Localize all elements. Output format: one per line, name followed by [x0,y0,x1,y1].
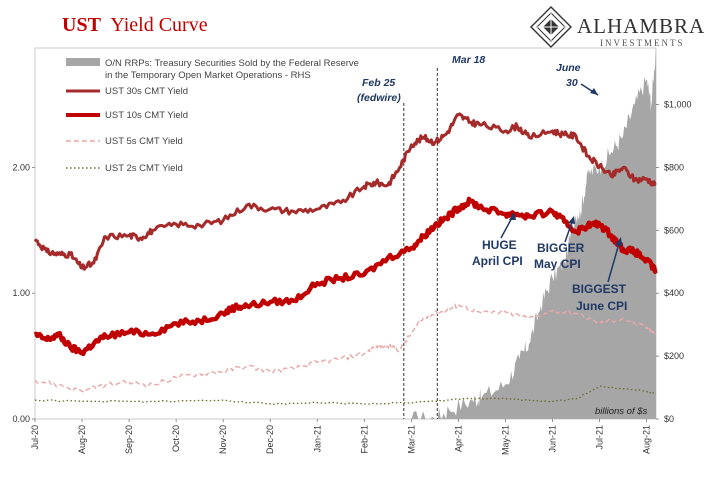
x-tick-label: Aug-20 [77,425,87,454]
legend: O/N RRPs: Treasury Securities Sold by th… [66,58,359,174]
annotation-biggest-line2: June CPI [576,299,627,313]
x-tick-label: Apr-21 [453,425,463,452]
arrow-head-may-cpi [568,216,575,224]
x-tick-label: Feb-21 [359,425,369,454]
right-tick-label: $1,000 [664,100,692,110]
right-tick-label: $200 [664,351,684,361]
x-tick-label: Nov-20 [218,425,228,454]
arrow-june-cpi [607,239,621,283]
arrow-head-june-cpi [615,237,622,246]
annotations: Feb 25 (fedwire) Mar 18 June 30 HUGE Apr… [357,54,648,417]
right-tick-label: $0 [664,414,674,424]
series-ust5-line [34,303,657,393]
x-tick-label: Oct-20 [171,425,181,452]
annotation-feb25: Feb 25 [362,77,395,89]
rrp-area-layer [411,48,656,419]
legend-label-ust5: UST 5s CMT Yield [105,136,183,147]
series-layer [33,112,658,405]
x-tick-label: Mar-21 [406,425,416,454]
arrow-head-june30 [590,88,598,95]
annotation-june30-line1: June [556,62,581,74]
legend-label-rrp-line2: in the Temporary Open Market Operations … [105,70,311,81]
right-tick-label: $600 [664,225,684,235]
series-ust30-line [33,112,657,271]
series-rrp-area [411,48,656,419]
right-tick-label: $800 [664,162,684,172]
legend-swatch-rrp [66,58,100,66]
x-tick-label: Dec-20 [265,425,275,454]
left-tick-label: 1.00 [12,288,30,298]
annotation-june30-line2: 30 [566,77,578,89]
x-tick-label: Sep-20 [124,425,134,454]
left-axis: 0.00 1.00 2.00 [12,162,35,424]
annotation-mar18: Mar 18 [452,54,485,66]
logo-subtitle: INVESTMENTS [600,38,685,48]
annotation-bigger-line2: May CPI [534,257,581,271]
annotation-biggest-line1: BIGGEST [572,282,627,296]
series-ust10-line [33,196,658,357]
right-axis: $0 $200 $400 $600 $800 $1,000 [656,100,692,424]
x-axis: Jul-20 Aug-20 Sep-20 Oct-20 Nov-20 Dec-20 Jan-… [30,419,652,455]
annotation-huge-line2: April CPI [472,254,523,268]
x-tick-label: Jan-21 [312,425,322,453]
logo-name: ALHAMBRA [577,14,705,38]
arrow-head-april-cpi [509,212,516,220]
units-note: billions of $s [595,406,648,417]
annotation-feb25-line1: Feb 25 [362,77,395,89]
right-tick-label: $400 [664,288,684,298]
left-tick-label: 0.00 [12,414,30,424]
left-tick-label: 2.00 [12,162,30,172]
title-rest: Yield Curve [110,14,207,36]
legend-label-rrp: O/N RRPs: Treasury Securities Sold by th… [105,58,359,69]
title-ust: UST [62,14,102,36]
x-tick-label: Jul-21 [595,425,605,450]
x-tick-label: Jul-20 [30,425,40,450]
vertical-marker-layer [403,68,438,419]
legend-label-ust2: UST 2s CMT Yield [105,163,183,174]
annotation-feb25-line2: (fedwire) [357,92,401,104]
logo-diamond-icon [530,6,572,48]
legend-label-ust10: UST 10s CMT Yield [105,110,188,121]
x-tick-label: Jun-21 [548,425,558,453]
annotation-huge-line1: HUGE [482,238,517,252]
x-tick-label: May-21 [500,425,510,455]
chart-title: UST Yield Curve [62,14,208,36]
annotation-bigger-line1: BIGGER [537,241,585,255]
annotation-fedwire: (fedwire) [357,92,401,104]
alhambra-logo: ALHAMBRA INVESTMENTS [530,6,705,48]
legend-label-ust30: UST 30s CMT Yield [105,86,188,97]
x-tick-label: Aug-21 [642,425,652,454]
